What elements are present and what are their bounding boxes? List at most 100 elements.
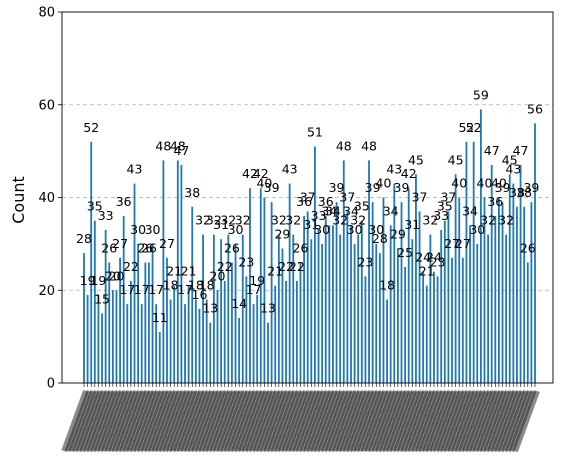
bar <box>209 322 212 383</box>
bar-value-label: 48 <box>361 138 377 153</box>
bar <box>148 262 150 383</box>
bar-value-label: 32 <box>350 213 366 228</box>
bar <box>505 234 508 383</box>
bar <box>353 243 356 383</box>
x-ticks <box>61 383 540 453</box>
bar <box>494 216 497 383</box>
bar <box>479 109 482 383</box>
bar <box>205 299 208 383</box>
bar <box>360 220 363 383</box>
bar-value-label: 19 <box>90 273 106 288</box>
bar <box>198 308 201 383</box>
bar <box>443 220 446 383</box>
bar <box>534 123 536 384</box>
bar-value-label: 31 <box>213 217 229 232</box>
bar <box>389 225 392 383</box>
bar-value-label: 40 <box>376 176 392 191</box>
bar-value-label: 31 <box>303 217 319 232</box>
bar <box>227 234 230 383</box>
bar <box>378 253 381 383</box>
bar <box>277 234 280 383</box>
bar-value-label: 37 <box>339 189 355 204</box>
bar-value-label: 32 <box>206 213 222 228</box>
bar <box>292 234 295 383</box>
y-tick-label: 80 <box>38 6 55 21</box>
bar-value-label: 26 <box>137 240 153 255</box>
bar <box>155 304 158 383</box>
bar-value-label: 37 <box>412 189 428 204</box>
bar-value-label: 34 <box>321 203 337 218</box>
bar-value-label: 39 <box>394 180 410 195</box>
bar-value-label: 18 <box>199 278 215 293</box>
bar-value-label: 26 <box>141 240 157 255</box>
bar-value-label: 17 <box>134 282 150 297</box>
bar-value-label: 30 <box>145 222 161 237</box>
bar-value-label: 13 <box>260 301 276 316</box>
bar <box>83 253 85 383</box>
bar <box>422 271 425 383</box>
bar <box>173 285 176 383</box>
bar <box>144 262 147 383</box>
bar-value-label: 24 <box>426 250 442 265</box>
bar-value-label: 33 <box>98 208 114 223</box>
bar-value-label: 56 <box>527 101 543 116</box>
bar <box>267 322 269 383</box>
bar <box>241 234 244 383</box>
bar <box>97 294 100 383</box>
bar <box>256 294 259 383</box>
bar-value-label: 39 <box>365 180 381 195</box>
bar <box>407 188 410 383</box>
bar-value-label: 21 <box>267 264 283 279</box>
bar-value-label: 43 <box>505 162 521 177</box>
bar-value-label: 20 <box>109 268 125 283</box>
bar-value-label: 32 <box>195 213 211 228</box>
bar-value-label: 17 <box>246 282 262 297</box>
bar <box>350 225 352 383</box>
bar <box>101 313 103 383</box>
bar-value-label: 21 <box>419 264 435 279</box>
bar-value-label: 28 <box>76 231 92 246</box>
bar <box>310 239 313 383</box>
bar <box>469 225 471 383</box>
bar-value-label: 17 <box>148 282 164 297</box>
bar-value-label: 39 <box>523 180 539 195</box>
bar-value-label: 23 <box>357 254 373 269</box>
bar <box>526 262 529 383</box>
bar-value-label: 32 <box>332 213 348 228</box>
bar <box>396 248 399 383</box>
bar-value-label: 30 <box>228 222 244 237</box>
bar <box>303 216 305 383</box>
bar-value-label: 48 <box>155 138 171 153</box>
bars <box>83 109 536 384</box>
bar <box>122 216 125 383</box>
bar <box>223 280 226 383</box>
bar <box>324 216 327 383</box>
bar <box>86 294 89 383</box>
bar <box>451 257 453 383</box>
bar-value-label: 40 <box>256 176 272 191</box>
bar-value-label: 42 <box>401 166 417 181</box>
bar-value-label: 32 <box>235 213 251 228</box>
bar <box>476 243 479 383</box>
bar-value-label: 19 <box>80 273 96 288</box>
bar-value-label: 26 <box>224 240 240 255</box>
bar <box>501 202 504 383</box>
bar <box>530 202 533 383</box>
bar-value-label: 47 <box>173 143 189 158</box>
bar-value-label: 34 <box>343 203 359 218</box>
y-tick-labels: 0 20 40 60 80 <box>38 6 62 392</box>
bar-value-label: 35 <box>354 199 370 214</box>
bar-value-label: 36 <box>318 194 334 209</box>
bar-value-label: 40 <box>477 176 493 191</box>
bar-value-label: 28 <box>372 231 388 246</box>
y-tick-label: 20 <box>38 284 55 299</box>
y-tick-label: 0 <box>47 377 55 392</box>
x-tick-label <box>512 389 540 453</box>
bar-value-label: 20 <box>105 268 121 283</box>
bar-value-label: 27 <box>455 236 471 251</box>
bar-value-label: 29 <box>274 227 290 242</box>
bar <box>133 183 136 383</box>
bar <box>184 304 186 383</box>
bar-value-label: 21 <box>181 264 197 279</box>
bar <box>285 280 287 383</box>
